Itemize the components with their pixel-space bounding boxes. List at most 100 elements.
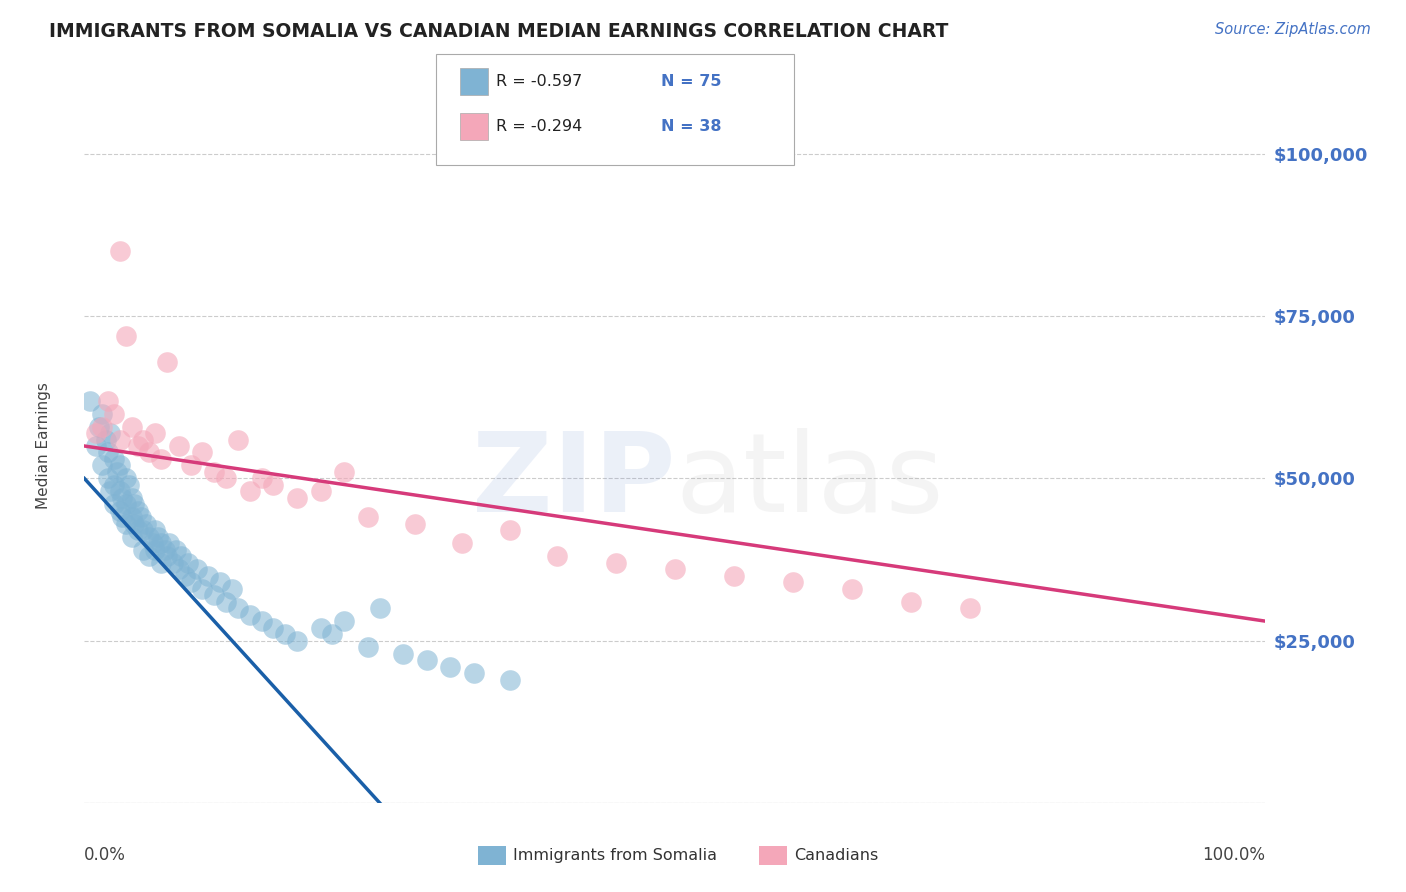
Point [143,524,166,538]
Text: R = -0.294: R = -0.294 [496,120,582,134]
Point [959,601,981,615]
Point [132,542,155,557]
Text: ZIP: ZIP [471,428,675,535]
Point [416,653,439,667]
Point [114,328,136,343]
Text: atlas: atlas [675,428,943,535]
Point [202,465,225,479]
Point [153,542,176,557]
Point [664,562,686,576]
Point [209,575,232,590]
Point [197,568,219,582]
Point [250,614,273,628]
Point [215,595,238,609]
Point [91,407,114,421]
Point [156,549,179,564]
Point [132,524,155,538]
Point [605,556,627,570]
Point [91,458,114,473]
Point [84,439,107,453]
Point [498,524,520,538]
Point [177,556,200,570]
Point [108,484,131,499]
Point [143,425,166,440]
Point [173,568,195,582]
Point [900,595,922,609]
Point [150,452,173,467]
Point [121,491,143,505]
Point [127,524,149,538]
Point [97,445,120,459]
Point [84,425,107,440]
Text: Canadians: Canadians [794,848,879,863]
Point [108,458,131,473]
Point [285,491,308,505]
Point [392,647,415,661]
Point [91,419,114,434]
Point [121,419,143,434]
Point [118,478,141,492]
Point [79,393,101,408]
Point [782,575,804,590]
Point [122,516,145,531]
Point [357,640,380,654]
Point [285,633,308,648]
Point [186,562,208,576]
Point [723,568,745,582]
Point [166,542,188,557]
Point [103,452,125,467]
Point [138,549,160,564]
Point [111,510,134,524]
Point [170,549,193,564]
Point [138,445,160,459]
Point [150,536,173,550]
Point [121,510,143,524]
Point [97,471,120,485]
Point [202,588,225,602]
Point [146,530,169,544]
Point [357,510,380,524]
Point [226,601,249,615]
Point [167,439,190,453]
Point [162,556,184,570]
Point [138,530,160,544]
Point [94,433,117,447]
Text: 0.0%: 0.0% [84,846,127,863]
Point [368,601,391,615]
Point [103,497,125,511]
Point [121,530,143,544]
Text: Source: ZipAtlas.com: Source: ZipAtlas.com [1215,22,1371,37]
Point [156,354,179,368]
Point [111,491,134,505]
Point [114,516,136,531]
Point [274,627,297,641]
Point [132,433,155,447]
Text: N = 38: N = 38 [661,120,721,134]
Point [841,582,863,596]
Point [309,621,332,635]
Point [546,549,568,564]
Point [439,659,461,673]
Point [309,484,332,499]
Point [127,439,149,453]
Text: IMMIGRANTS FROM SOMALIA VS CANADIAN MEDIAN EARNINGS CORRELATION CHART: IMMIGRANTS FROM SOMALIA VS CANADIAN MEDI… [49,22,949,41]
Point [239,484,262,499]
Point [108,504,131,518]
Point [129,510,152,524]
Point [98,425,121,440]
Point [321,627,343,641]
Point [114,471,136,485]
Point [333,465,356,479]
Point [215,471,238,485]
Point [239,607,262,622]
Point [108,244,131,259]
Point [98,484,121,499]
Point [191,582,214,596]
Text: N = 75: N = 75 [661,74,721,89]
Point [191,445,214,459]
Point [107,465,129,479]
Point [262,478,284,492]
Point [226,433,249,447]
Point [451,536,474,550]
Point [103,407,125,421]
